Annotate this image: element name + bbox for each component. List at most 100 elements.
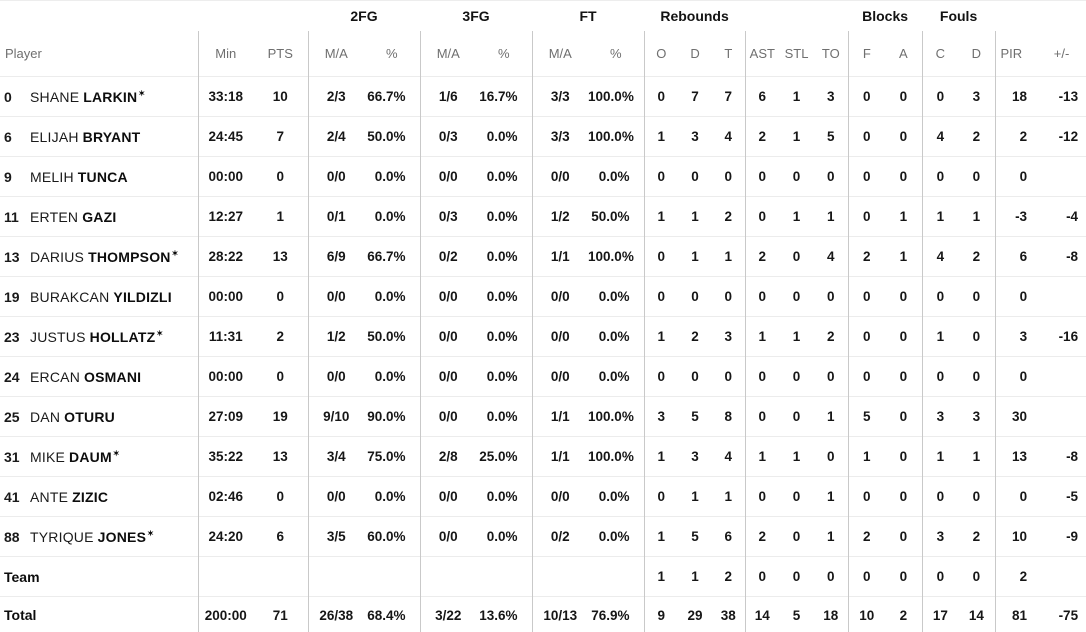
jersey-number: 19 (4, 288, 20, 305)
stat-stl: 1 (779, 76, 815, 117)
stat-foul-c: 3 (922, 516, 959, 557)
stat-fg2-pct: 0.0% (364, 156, 421, 197)
stat-ast: 6 (745, 76, 780, 117)
stat-blk-a: 2 (885, 596, 923, 632)
stat-blk-f: 10 (848, 596, 886, 632)
col-header-ft-ma: M/A (548, 46, 572, 61)
stat-ft-ma: 10/13 (532, 596, 589, 632)
stat-ast: 2 (745, 236, 780, 277)
stat-fg3-pct: 0.0% (476, 116, 533, 157)
col-header-2fg-pct: % (364, 31, 421, 77)
stat-fg3-pct: 0.0% (476, 476, 533, 517)
stat-reb-d: 7 (678, 76, 713, 117)
player-name-link[interactable]: 11 ERTEN GAZI (0, 196, 199, 237)
stat-fg3-pct: 13.6% (476, 596, 533, 632)
jersey-number: 6 (4, 128, 12, 145)
stat-ft-ma: 1/2 (532, 196, 589, 237)
player-last-name: JONES (97, 528, 147, 545)
jersey-number: 23 (4, 328, 20, 345)
stat-ft-pct: 76.9% (588, 596, 645, 632)
stat-reb-t: 0 (712, 156, 746, 197)
stat-fg2-ma: 0/0 (308, 356, 364, 397)
stat-pts: 0 (253, 156, 309, 197)
stat-stl: 1 (779, 196, 815, 237)
stat-fg2-ma: 2/3 (308, 76, 364, 117)
col-header-player: Player (0, 31, 199, 77)
table-row: 9 MELIH TUNCA 00:00 0 0/0 0.0% 0/0 0.0% 0/0 0.0% 0 0… (0, 156, 1086, 197)
stat-reb-t: 0 (712, 356, 746, 397)
table-row: 41 ANTE ZIZIC 02:46 0 0/0 0.0% 0/0 0.0% 0/0 0.0% 0 1… (0, 476, 1086, 517)
stat-fg3-pct (476, 556, 533, 597)
stat-ft-ma: 1/1 (532, 236, 589, 277)
player-name-link[interactable]: 0 SHANE LARKIN✶ (0, 76, 199, 117)
player-first-name: SHANE (30, 88, 80, 105)
player-name-link[interactable]: 31 MIKE DAUM✶ (0, 436, 199, 477)
stat-stl: 1 (779, 436, 815, 477)
player-last-name: LARKIN (83, 88, 138, 105)
stat-foul-d: 2 (958, 116, 996, 157)
player-name-link[interactable]: 19 BURAKCAN YILDIZLI (0, 276, 199, 317)
table-row: 31 MIKE DAUM✶ 35:22 13 3/4 75.0% 2/8 25.0% 1/1 100… (0, 436, 1086, 477)
row-label: Team (0, 556, 199, 597)
group-2fg: 2FG (350, 8, 378, 24)
stat-pir: 30 (995, 396, 1046, 437)
stat-to: 0 (814, 156, 849, 197)
stat-foul-c: 17 (922, 596, 959, 632)
col-header-blk-a: A (885, 31, 923, 77)
stat-blk-f: 0 (848, 476, 886, 517)
stat-reb-o: 0 (644, 236, 679, 277)
jersey-number: 11 (4, 208, 19, 225)
stat-min: 24:20 (198, 516, 253, 557)
stat-to: 1 (814, 196, 849, 237)
player-name-link[interactable]: 9 MELIH TUNCA (0, 156, 199, 197)
player-name-link[interactable]: 13 DARIUS THOMPSON✶ (0, 236, 199, 277)
stat-fg2-pct: 50.0% (364, 116, 421, 157)
stat-reb-d: 0 (678, 276, 713, 317)
stat-fg3-ma: 2/8 (420, 436, 477, 477)
col-header-pir: PIR (1000, 46, 1023, 61)
stat-stl: 1 (779, 116, 815, 157)
stat-fg3-ma: 0/3 (420, 196, 477, 237)
jersey-number: 0 (4, 88, 12, 105)
col-header-ast: AST (749, 46, 775, 61)
stat-fg3-ma: 0/0 (420, 156, 477, 197)
stat-fg2-ma: 3/5 (308, 516, 364, 557)
stat-ast: 0 (745, 396, 780, 437)
stat-reb-d: 3 (678, 116, 713, 157)
stat-blk-a: 0 (885, 76, 923, 117)
stat-foul-d: 0 (958, 356, 996, 397)
player-last-name: OSMANI (84, 368, 142, 385)
starter-star-icon: ✶ (138, 88, 146, 98)
stat-reb-t: 4 (712, 116, 746, 157)
col-header-reb-t: T (712, 31, 746, 77)
stat-fg2-ma: 1/2 (308, 316, 364, 357)
stat-reb-t: 2 (712, 556, 746, 597)
player-name-link[interactable]: 41 ANTE ZIZIC (0, 476, 199, 517)
stat-group-header-row: 2FG 3FG FT Rebounds Blocks Fouls (0, 1, 1086, 31)
player-first-name: ERTEN (30, 208, 79, 225)
table-row: 6 ELIJAH BRYANT 24:45 7 2/4 50.0% 0/3 0.0% 3/3 100… (0, 116, 1086, 157)
stat-reb-o: 9 (644, 596, 679, 632)
stat-fg3-ma: 0/0 (420, 476, 477, 517)
stat-pm (1045, 556, 1086, 597)
group-blocks: Blocks (862, 8, 909, 24)
stat-foul-c: 0 (922, 276, 959, 317)
stat-fg3-pct: 0.0% (476, 316, 533, 357)
player-name-link[interactable]: 88 TYRIQUE JONES✶ (0, 516, 199, 557)
player-name-link[interactable]: 24 ERCAN OSMANI (0, 356, 199, 397)
stat-foul-c: 1 (922, 196, 959, 237)
stat-min: 02:46 (198, 476, 253, 517)
stat-reb-t: 0 (712, 276, 746, 317)
stat-ast: 1 (745, 436, 780, 477)
player-name-link[interactable]: 25 DAN OTURU (0, 396, 199, 437)
player-name-link[interactable]: 23 JUSTUS HOLLATZ✶ (0, 316, 199, 357)
table-row: 11 ERTEN GAZI 12:27 1 0/1 0.0% 0/3 0.0% 1/2 50.0% 1… (0, 196, 1086, 237)
stat-pm: -75 (1045, 596, 1086, 632)
stat-min: 33:18 (198, 76, 253, 117)
table-row: 0 SHANE LARKIN✶ 33:18 10 2/3 66.7% 1/6 16.7% 3/3 1… (0, 76, 1086, 117)
stat-reb-d: 3 (678, 436, 713, 477)
jersey-number: 88 (4, 528, 20, 545)
stat-blk-f: 2 (848, 236, 886, 277)
player-name-link[interactable]: 6 ELIJAH BRYANT (0, 116, 199, 157)
stat-stl: 0 (779, 396, 815, 437)
